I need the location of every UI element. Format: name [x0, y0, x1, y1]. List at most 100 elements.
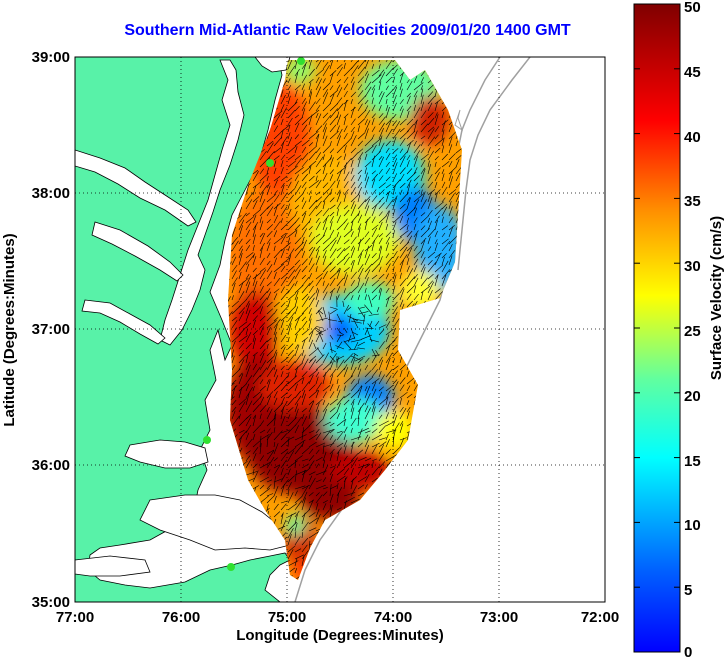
velocity-vector [371, 279, 380, 287]
velocity-vector [301, 521, 309, 532]
velocity-vector [252, 319, 256, 329]
velocity-vector [231, 253, 236, 259]
velocity-vector [336, 451, 340, 462]
velocity-vector [406, 276, 416, 287]
velocity-vector [392, 410, 397, 420]
velocity-vector [371, 170, 376, 175]
velocity-vector [357, 407, 361, 420]
velocity-vector [273, 230, 278, 238]
map-title: Southern Mid-Atlantic Raw Velocities 200… [124, 22, 571, 39]
velocity-vector [350, 187, 356, 196]
velocity-vector [378, 273, 385, 280]
velocity-vector [238, 248, 243, 259]
velocity-vector [245, 281, 251, 294]
velocity-vector [329, 169, 334, 175]
velocity-vector [287, 414, 291, 420]
velocity-vector [364, 81, 372, 91]
velocity-vector [413, 384, 418, 392]
velocity-vector [336, 356, 340, 364]
velocity-vector [336, 313, 343, 324]
velocity-vector [336, 103, 344, 112]
velocity-vector [406, 247, 413, 259]
velocity-vector [378, 69, 385, 77]
velocity-vector [357, 109, 367, 119]
velocity-vector [287, 372, 290, 378]
velocity-vector [420, 183, 425, 189]
velocity-vector [287, 468, 291, 476]
velocity-vector [385, 60, 393, 70]
velocity-vector [301, 544, 308, 553]
velocity-vector [406, 293, 412, 301]
velocity-vector [315, 299, 319, 308]
velocity-vector [315, 191, 321, 196]
velocity-vector [245, 438, 253, 448]
velocity-vector [308, 78, 314, 84]
velocity-vector [301, 427, 304, 441]
velocity-vector [434, 126, 440, 133]
velocity-vector [301, 358, 309, 371]
velocity-vector [406, 95, 411, 105]
velocity-vector [441, 137, 445, 147]
velocity-vector [336, 114, 342, 126]
velocity-vector [308, 307, 312, 315]
velocity-vector [280, 94, 286, 105]
velocity-vector [287, 203, 290, 210]
velocity-vector [385, 140, 391, 147]
velocity-vector [385, 129, 393, 140]
velocity-vector [385, 104, 389, 112]
velocity-vector [287, 343, 294, 350]
velocity-vector [343, 253, 350, 259]
velocity-vector [301, 328, 310, 336]
velocity-vector [448, 189, 457, 196]
velocity-vector [392, 128, 401, 140]
velocity-vector [322, 193, 331, 203]
velocity-vector [287, 397, 295, 406]
velocity-vector [231, 379, 237, 385]
velocity-vector [434, 112, 438, 119]
velocity-vector [420, 189, 423, 196]
velocity-vector [385, 321, 391, 329]
velocity-vector [238, 212, 247, 224]
velocity-vector [364, 71, 369, 77]
velocity-vector [392, 136, 397, 147]
velocity-vector [245, 245, 251, 252]
velocity-vector [245, 383, 250, 392]
velocity-vector [329, 439, 337, 448]
velocity-vector [392, 216, 401, 224]
velocity-vector [252, 424, 261, 434]
velocity-vector [294, 61, 298, 70]
velocity-vector [441, 197, 446, 203]
velocity-vector [252, 272, 262, 280]
velocity-vector [259, 443, 262, 455]
velocity-vector [315, 233, 321, 238]
velocity-vector [343, 291, 351, 301]
velocity-vector [336, 135, 341, 147]
velocity-vector [238, 342, 244, 350]
velocity-vector [357, 194, 361, 203]
velocity-vector [266, 449, 275, 455]
velocity-vector [434, 192, 438, 203]
velocity-vector [350, 81, 355, 91]
velocity-vector [301, 181, 307, 189]
velocity-vector [315, 78, 322, 91]
velocity-vector [322, 408, 327, 420]
velocity-vector [308, 359, 317, 371]
velocity-vector [371, 126, 376, 133]
velocity-vector [359, 306, 366, 309]
velocity-vector [357, 267, 364, 280]
velocity-vector [371, 378, 380, 385]
velocity-vector [392, 162, 398, 175]
velocity-vector [301, 413, 305, 420]
velocity-vector [420, 167, 426, 175]
velocity-vector [287, 475, 295, 483]
velocity-vector [343, 189, 349, 196]
velocity-vector [280, 167, 284, 175]
velocity-vector [371, 252, 377, 259]
velocity-vector [420, 237, 427, 245]
velocity-vector [259, 267, 266, 273]
velocity-vector [231, 410, 236, 420]
velocity-vector [378, 90, 383, 98]
velocity-vector [371, 178, 376, 189]
velocity-vector [301, 467, 311, 476]
velocity-vector [343, 327, 348, 333]
